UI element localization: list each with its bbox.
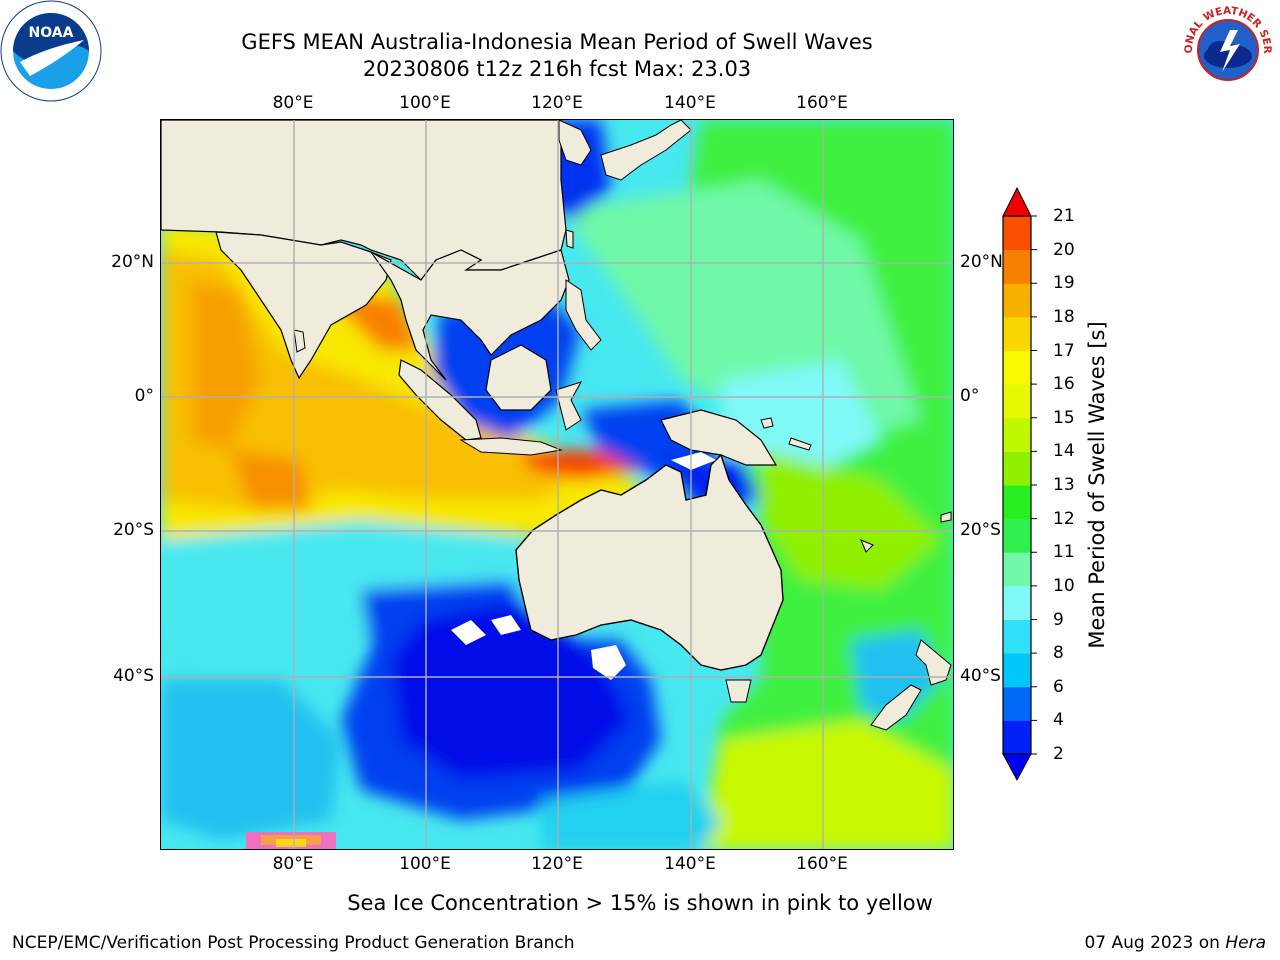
colorbar-band	[1003, 686, 1031, 721]
colorbar-tick-label: 11	[1053, 542, 1075, 563]
lon-label-bottom: 80°E	[272, 854, 314, 874]
lon-label-bottom: 100°E	[399, 854, 451, 874]
colorbar-tick-label: 4	[1053, 710, 1064, 731]
colorbar-band	[1003, 350, 1031, 385]
colorbar-band	[1003, 518, 1031, 553]
chart-title: GEFS MEAN Australia-Indonesia Mean Perio…	[241, 30, 873, 54]
sea-ice-note-text: Sea Ice Concentration > 15% is shown in …	[347, 891, 933, 915]
colorbar-tick-label: 19	[1053, 273, 1075, 294]
footer-date: 07 Aug 2023 on Hera	[1084, 933, 1266, 953]
noaa-logo: NOAA	[0, 0, 102, 102]
colorbar-under-arrow	[1002, 753, 1032, 782]
lon-label-top: 80°E	[272, 93, 314, 113]
colorbar-over-arrow	[1002, 186, 1032, 217]
nws-logo: NATIONAL WEATHER SERVICE	[1178, 0, 1276, 98]
lon-label-top: 140°E	[664, 93, 716, 113]
colorbar-band	[1003, 485, 1031, 520]
colorbar-band	[1003, 552, 1031, 587]
colorbar-label: Mean Period of Swell Waves [s]	[1085, 321, 1109, 649]
lon-label-bottom: 140°E	[664, 854, 716, 874]
colorbar-band	[1003, 417, 1031, 452]
colorbar-band	[1003, 384, 1031, 419]
colorbar-tick-label: 18	[1053, 306, 1075, 327]
colorbar-tick-label: 12	[1053, 508, 1075, 529]
colorbar-band	[1003, 316, 1031, 351]
colorbar-band	[1003, 249, 1031, 284]
colorbar-tick-label: 14	[1053, 441, 1075, 462]
map-panel	[160, 119, 954, 850]
footer-date-text: 07 Aug 2023 on	[1084, 933, 1226, 953]
colorbar-band	[1003, 451, 1031, 486]
footer-branch: NCEP/EMC/Verification Post Processing Pr…	[12, 933, 575, 953]
lat-label-left: 20°N	[111, 252, 154, 272]
chart-subtitle: 20230806 t12z 216h fcst Max: 23.03	[362, 57, 752, 81]
colorbar-tick-label: 8	[1053, 643, 1064, 664]
colorbar-tick-label: 15	[1053, 407, 1075, 428]
footer-machine: Hera	[1225, 933, 1266, 953]
sea-ice-note: Sea Ice Concentration > 15% is shown in …	[0, 891, 1280, 915]
colorbar-tick-label: 2	[1053, 744, 1064, 764]
swell-period-field	[161, 120, 953, 849]
lat-label-right: 20°N	[960, 252, 1003, 272]
colorbar	[1002, 186, 1037, 782]
colorbar-band	[1003, 720, 1031, 755]
lon-label-bottom: 120°E	[531, 854, 583, 874]
lat-label-right: 20°S	[960, 520, 1001, 540]
colorbar-band	[1003, 653, 1031, 688]
colorbar-band	[1003, 283, 1031, 318]
colorbar-tick-label: 10	[1053, 575, 1075, 596]
lat-label-left: 20°S	[113, 520, 154, 540]
colorbar-band	[1003, 619, 1031, 654]
colorbar-tick-label: 13	[1053, 475, 1075, 495]
colorbar-tick-label: 9	[1053, 609, 1064, 630]
lon-label-top: 160°E	[796, 93, 848, 113]
lat-label-left: 0°	[134, 386, 154, 406]
colorbar-tick-label: 6	[1053, 676, 1064, 697]
lat-label-right: 0°	[960, 386, 980, 406]
colorbar-tick-label: 20	[1053, 239, 1075, 260]
noaa-logo-text: NOAA	[29, 25, 74, 41]
lon-label-top: 100°E	[399, 93, 451, 113]
lat-label-left: 40°S	[113, 666, 154, 686]
colorbar-band	[1003, 585, 1031, 620]
colorbar-band	[1003, 216, 1031, 251]
lat-label-right: 40°S	[960, 666, 1001, 686]
lon-label-top: 120°E	[531, 93, 583, 113]
colorbar-tick-label: 21	[1053, 206, 1075, 226]
lon-label-bottom: 160°E	[796, 854, 848, 874]
colorbar-tick-label: 16	[1053, 374, 1075, 395]
colorbar-tick-label: 17	[1053, 340, 1075, 361]
